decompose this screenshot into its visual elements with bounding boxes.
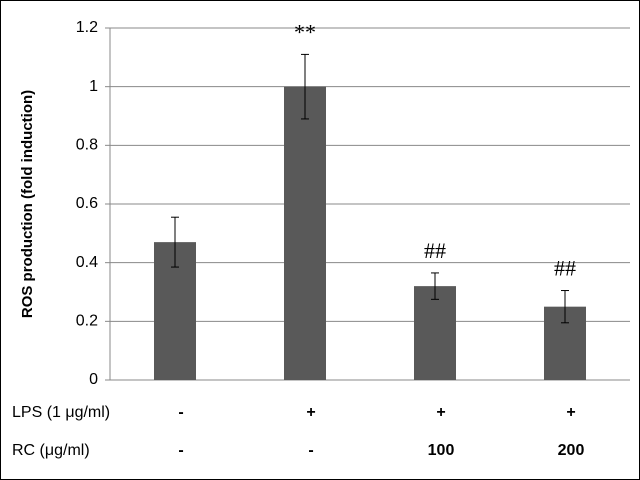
y-tick-label: 0.8 (76, 137, 98, 154)
x-tick-label: + (566, 404, 575, 421)
x-tick-label: - (178, 404, 183, 421)
y-tick-label: 0.2 (76, 313, 98, 330)
y-tick-label: 1.2 (76, 19, 98, 36)
x-tick-label: + (306, 404, 315, 421)
x-tick-label: - (178, 442, 183, 459)
x-tick-label: 200 (558, 442, 585, 459)
y-tick-label: 0.4 (76, 254, 98, 271)
annotation: ## (554, 256, 576, 281)
y-tick-label: 0.6 (76, 195, 98, 212)
row-label: LPS (1 μg/ml) (12, 404, 110, 421)
y-tick-label: 1 (89, 78, 98, 95)
annotation: ** (294, 19, 316, 44)
y-tick-label: 0 (89, 371, 98, 388)
bar (414, 286, 456, 380)
annotation: ## (424, 238, 446, 263)
x-tick-label: - (308, 442, 313, 459)
row-label: RC (μg/ml) (12, 442, 90, 459)
y-axis-label: ROS production (fold induction) (19, 90, 36, 318)
bar (284, 86, 326, 381)
x-tick-label: 100 (428, 442, 455, 459)
x-tick-label: + (436, 404, 445, 421)
